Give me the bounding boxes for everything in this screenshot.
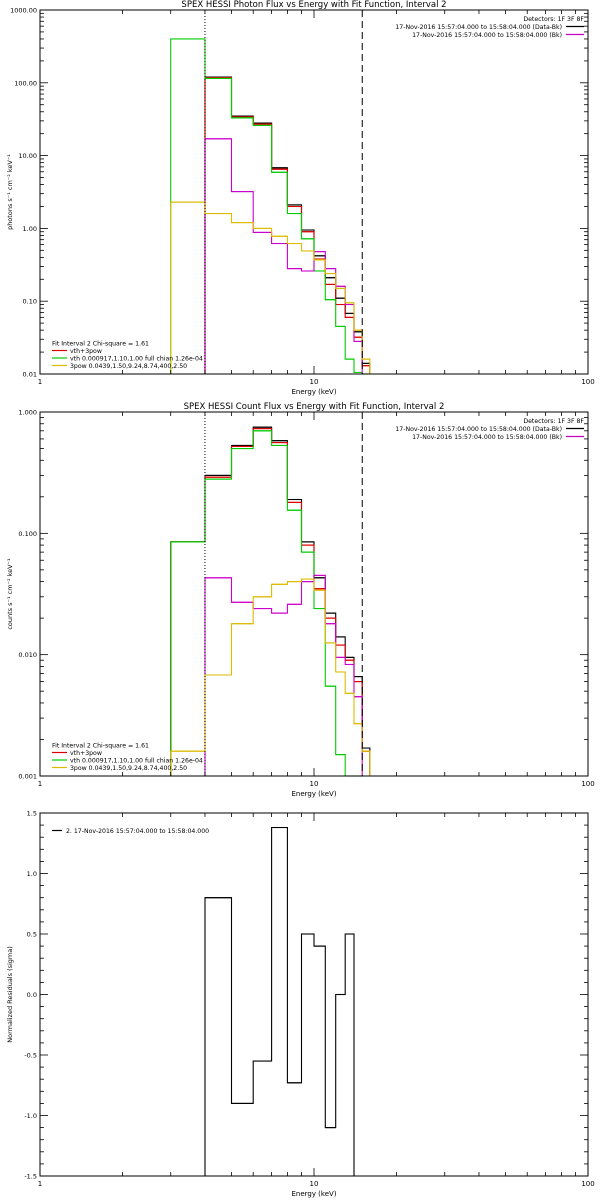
- y-tick-label: 0.010: [18, 651, 37, 659]
- series-line-pow: [170, 578, 371, 776]
- x-tick-label: 10: [310, 378, 319, 386]
- legend-entry: 17-Nov-2016 15:57:04.000 to 15:58:04.000…: [412, 434, 562, 441]
- series-line-vth: [170, 430, 363, 777]
- y-tick-label: 0.001: [18, 773, 37, 781]
- x-axis-label: Energy (keV): [291, 1190, 336, 1198]
- legend-entry: Fit Interval 2 Chi-square = 1.61: [52, 743, 149, 750]
- legend-entry: 3pow 0.0439,1.50,9.24,8.74,400,2.50: [70, 765, 187, 772]
- legend-entry: 17-Nov-2016 15:57:04.000 to 15:58:04.000…: [395, 24, 562, 31]
- series-line-residuals: [204, 826, 355, 1176]
- legend-entry: 17-Nov-2016 15:57:04.000 to 15:58:04.000…: [412, 32, 562, 39]
- x-axis-label: Energy (keV): [291, 388, 336, 396]
- series-line-bk: [204, 574, 363, 776]
- chart-title: SPEX HESSI Count Flux vs Energy with Fit…: [184, 402, 445, 412]
- series-bk: [204, 574, 363, 776]
- series-total_fit: [170, 428, 371, 776]
- y-axis-label: photons s⁻¹ cm⁻² keV⁻¹: [6, 154, 14, 230]
- y-tick-label: 1.000: [18, 409, 37, 417]
- chart-panel-1: 1 10 100 0.01 0.10 1.00 10.00 100.00 1000.00 SPEX…: [6, 0, 595, 396]
- series-vth: [170, 38, 370, 375]
- legend-entry: 2. 17-Nov-2016 15:57:04.000 to 15:58:04.…: [66, 828, 209, 835]
- y-tick-label: 0.10: [23, 298, 37, 306]
- series-pow: [170, 201, 371, 374]
- y-tick-label: 0.100: [18, 530, 37, 538]
- y-tick-label: 1.5: [27, 810, 37, 818]
- legend-entry: vth+3pow: [70, 348, 102, 355]
- chart-title: SPEX HESSI Photon Flux vs Energy with Fi…: [181, 0, 446, 10]
- y-tick-label: -0.5: [24, 1052, 37, 1060]
- y-tick-label: -1.0: [24, 1112, 37, 1120]
- series-line-total_fit: [170, 428, 371, 776]
- y-tick-label: 100.00: [14, 79, 37, 87]
- legend-bottom-left: Fit Interval 2 Chi-square = 1.61vth+3pow…: [52, 341, 203, 370]
- legend-entry: Detectors: 1F 3F 8F: [523, 418, 584, 425]
- y-tick-label: 0.5: [27, 931, 37, 939]
- legend-bottom-left: Fit Interval 2 Chi-square = 1.61vth+3pow…: [52, 743, 203, 772]
- legend-entry: Detectors: 1F 3F 8F: [523, 16, 584, 23]
- x-axis-label: Energy (keV): [291, 790, 336, 798]
- y-axis-label: Normalized Residuals (sigma): [6, 946, 14, 1043]
- legend-entry: 3pow 0.0439,1.50,9.24,8.74,400,2.50: [70, 363, 187, 370]
- series-data_bk: [170, 426, 371, 776]
- series-residuals: [204, 826, 355, 1176]
- x-tick-label: 100: [581, 1180, 594, 1188]
- plot-frame: [39, 9, 589, 375]
- series-line-pow: [170, 201, 371, 374]
- x-tick-label: 1: [38, 780, 42, 788]
- series-bk: [204, 138, 363, 374]
- y-tick-label: 1.00: [23, 225, 37, 233]
- series-line-bk: [204, 138, 363, 374]
- series-vth: [170, 430, 363, 777]
- legend-entry: 17-Nov-2016 15:57:04.000 to 15:58:04.000…: [395, 426, 562, 433]
- y-tick-label: 0.01: [23, 371, 37, 379]
- chart-panel-3: 1 10 100 -1.5 -1.0 -0.5 0.0 0.5 1.0 1.5 Energy (ke…: [6, 810, 595, 1199]
- y-tick-label: 1000.00: [10, 7, 37, 15]
- legend-entry: vth+3pow: [70, 750, 102, 757]
- legend-entry: Fit Interval 2 Chi-square = 1.61: [52, 341, 149, 348]
- y-tick-label: 0.0: [27, 991, 37, 999]
- y-tick-label: 10.00: [18, 152, 37, 160]
- chart-panel-2: 1 10 100 0.001 0.010 0.100 1.000 SPEX HESSI Cou…: [6, 402, 595, 798]
- legend-entry: vth 0.000917,1.10,1.00 full chian 1.26e-…: [70, 356, 203, 363]
- y-axis-label: counts s⁻¹ cm⁻² keV⁻¹: [6, 558, 14, 630]
- series-line-data_bk: [170, 426, 371, 776]
- y-tick-label: -1.5: [24, 1173, 37, 1181]
- x-tick-label: 100: [581, 780, 594, 788]
- x-tick-label: 10: [310, 780, 319, 788]
- x-tick-label: 100: [581, 378, 594, 386]
- plot-frame: [39, 812, 589, 1177]
- x-tick-label: 1: [38, 1180, 42, 1188]
- x-tick-label: 10: [310, 1180, 319, 1188]
- legend-entry: vth 0.000917,1.10,1.00 full chian 1.26e-…: [70, 758, 203, 765]
- y-tick-label: 1.0: [27, 870, 37, 878]
- series-line-vth: [170, 38, 370, 375]
- series-pow: [170, 578, 371, 776]
- legend-top-left: 2. 17-Nov-2016 15:57:04.000 to 15:58:04.…: [52, 828, 209, 835]
- x-tick-label: 1: [38, 378, 42, 386]
